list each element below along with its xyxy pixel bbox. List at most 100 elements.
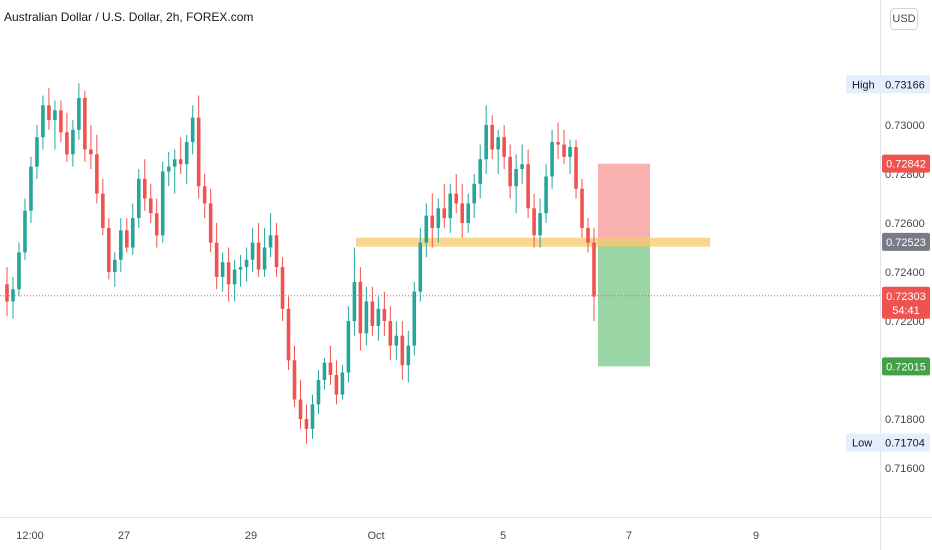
candle-body — [310, 404, 315, 429]
candle-body — [424, 215, 429, 243]
candle-body — [592, 242, 596, 297]
candle-body — [142, 178, 147, 199]
currency-button[interactable]: USD — [890, 8, 918, 30]
support-zone — [356, 237, 710, 247]
candle-body — [53, 110, 57, 121]
x-tick-label: 12:00 — [16, 530, 44, 542]
candle-body — [113, 259, 117, 273]
stop-price-label-bg — [882, 154, 930, 173]
candle-body — [214, 242, 219, 277]
candle-body — [460, 203, 465, 224]
candle-body — [478, 159, 482, 184]
candle-body — [41, 105, 45, 138]
candle-body — [448, 193, 453, 219]
candle-body — [65, 132, 69, 155]
candle-body — [23, 210, 27, 253]
candle-body — [538, 213, 542, 236]
candle-body — [388, 321, 393, 346]
candle-body — [346, 321, 351, 373]
target-price-label-bg — [882, 357, 930, 376]
x-tick-label: 27 — [118, 530, 130, 542]
candle-body — [364, 301, 369, 334]
current-price-label-countdown: 54:41 — [892, 305, 920, 317]
candle-body — [220, 262, 225, 277]
candle-body — [274, 235, 279, 268]
y-tick-label: 0.73000 — [885, 120, 925, 132]
x-tick-label: Oct — [367, 530, 384, 542]
x-tick-label: 7 — [626, 530, 632, 542]
candle-body — [502, 137, 506, 157]
candle-body — [89, 149, 93, 155]
candle-body — [178, 159, 183, 165]
candle-body — [119, 230, 123, 260]
candle-body — [226, 262, 231, 285]
candle-body — [202, 186, 207, 204]
candle-body — [35, 137, 39, 167]
candle-body — [370, 301, 375, 326]
candle-body — [508, 156, 512, 187]
candle-body — [442, 208, 447, 219]
candle-body — [47, 105, 51, 121]
candle-body — [83, 97, 87, 150]
chart-title: Australian Dollar / U.S. Dollar, 2h, FOR… — [4, 10, 254, 24]
candle-body — [496, 137, 500, 150]
candle-body — [256, 242, 261, 270]
x-tick-label: 9 — [753, 530, 759, 542]
x-tick-label: 5 — [500, 530, 506, 542]
candle-body — [208, 203, 213, 243]
candle-body — [526, 164, 530, 209]
candle-body — [550, 142, 554, 177]
candle-body — [532, 208, 536, 236]
low-marker-value: 0.71704 — [885, 438, 925, 450]
entry-price-label-bg — [882, 232, 930, 251]
candle-body — [190, 117, 195, 143]
candle-body — [95, 154, 99, 194]
candle-body — [358, 281, 363, 334]
candle-body — [580, 188, 584, 228]
candle-body — [280, 267, 285, 309]
candle-body — [466, 203, 471, 224]
candle-body — [328, 362, 333, 375]
candle-body — [77, 97, 81, 130]
candle-body — [400, 335, 405, 366]
candle-body — [238, 267, 243, 270]
candle-body — [160, 171, 165, 236]
candle-body — [232, 269, 237, 285]
candle-body — [406, 345, 411, 366]
target-price-label: 0.72015 — [886, 361, 926, 373]
candle-body — [418, 242, 423, 292]
candle-body — [556, 142, 560, 145]
y-tick-label: 0.72600 — [885, 218, 925, 230]
candle-body — [586, 227, 590, 243]
candle-body — [340, 372, 345, 395]
candle-body — [352, 281, 357, 322]
candle-body — [196, 117, 201, 187]
y-tick-label: 0.72400 — [885, 267, 925, 279]
candle-body — [520, 164, 524, 170]
stop-price-label: 0.72842 — [886, 159, 926, 171]
candle-body — [59, 110, 63, 133]
low-marker-label: Low — [852, 438, 872, 450]
candle-body — [71, 129, 75, 155]
candle-body — [244, 259, 249, 268]
high-marker-label: High — [852, 79, 875, 91]
candle-body — [130, 218, 135, 248]
candle-body — [172, 159, 177, 167]
x-tick-label: 29 — [245, 530, 257, 542]
current-price-label-bg — [882, 286, 930, 319]
candle-body — [107, 227, 111, 273]
candle-body — [124, 230, 129, 248]
candle-body — [292, 360, 297, 400]
candle-body — [574, 147, 578, 189]
y-tick-label: 0.72200 — [885, 316, 925, 328]
candle-body — [11, 289, 15, 302]
candle-body — [298, 399, 303, 420]
candle-body — [154, 213, 159, 236]
current-price-label: 0.72303 — [886, 291, 926, 303]
stop-loss-zone — [598, 163, 650, 242]
candle-body — [136, 178, 141, 219]
candle-body — [166, 166, 171, 172]
candle-body — [514, 169, 518, 187]
y-tick-label: 0.71800 — [885, 414, 925, 426]
